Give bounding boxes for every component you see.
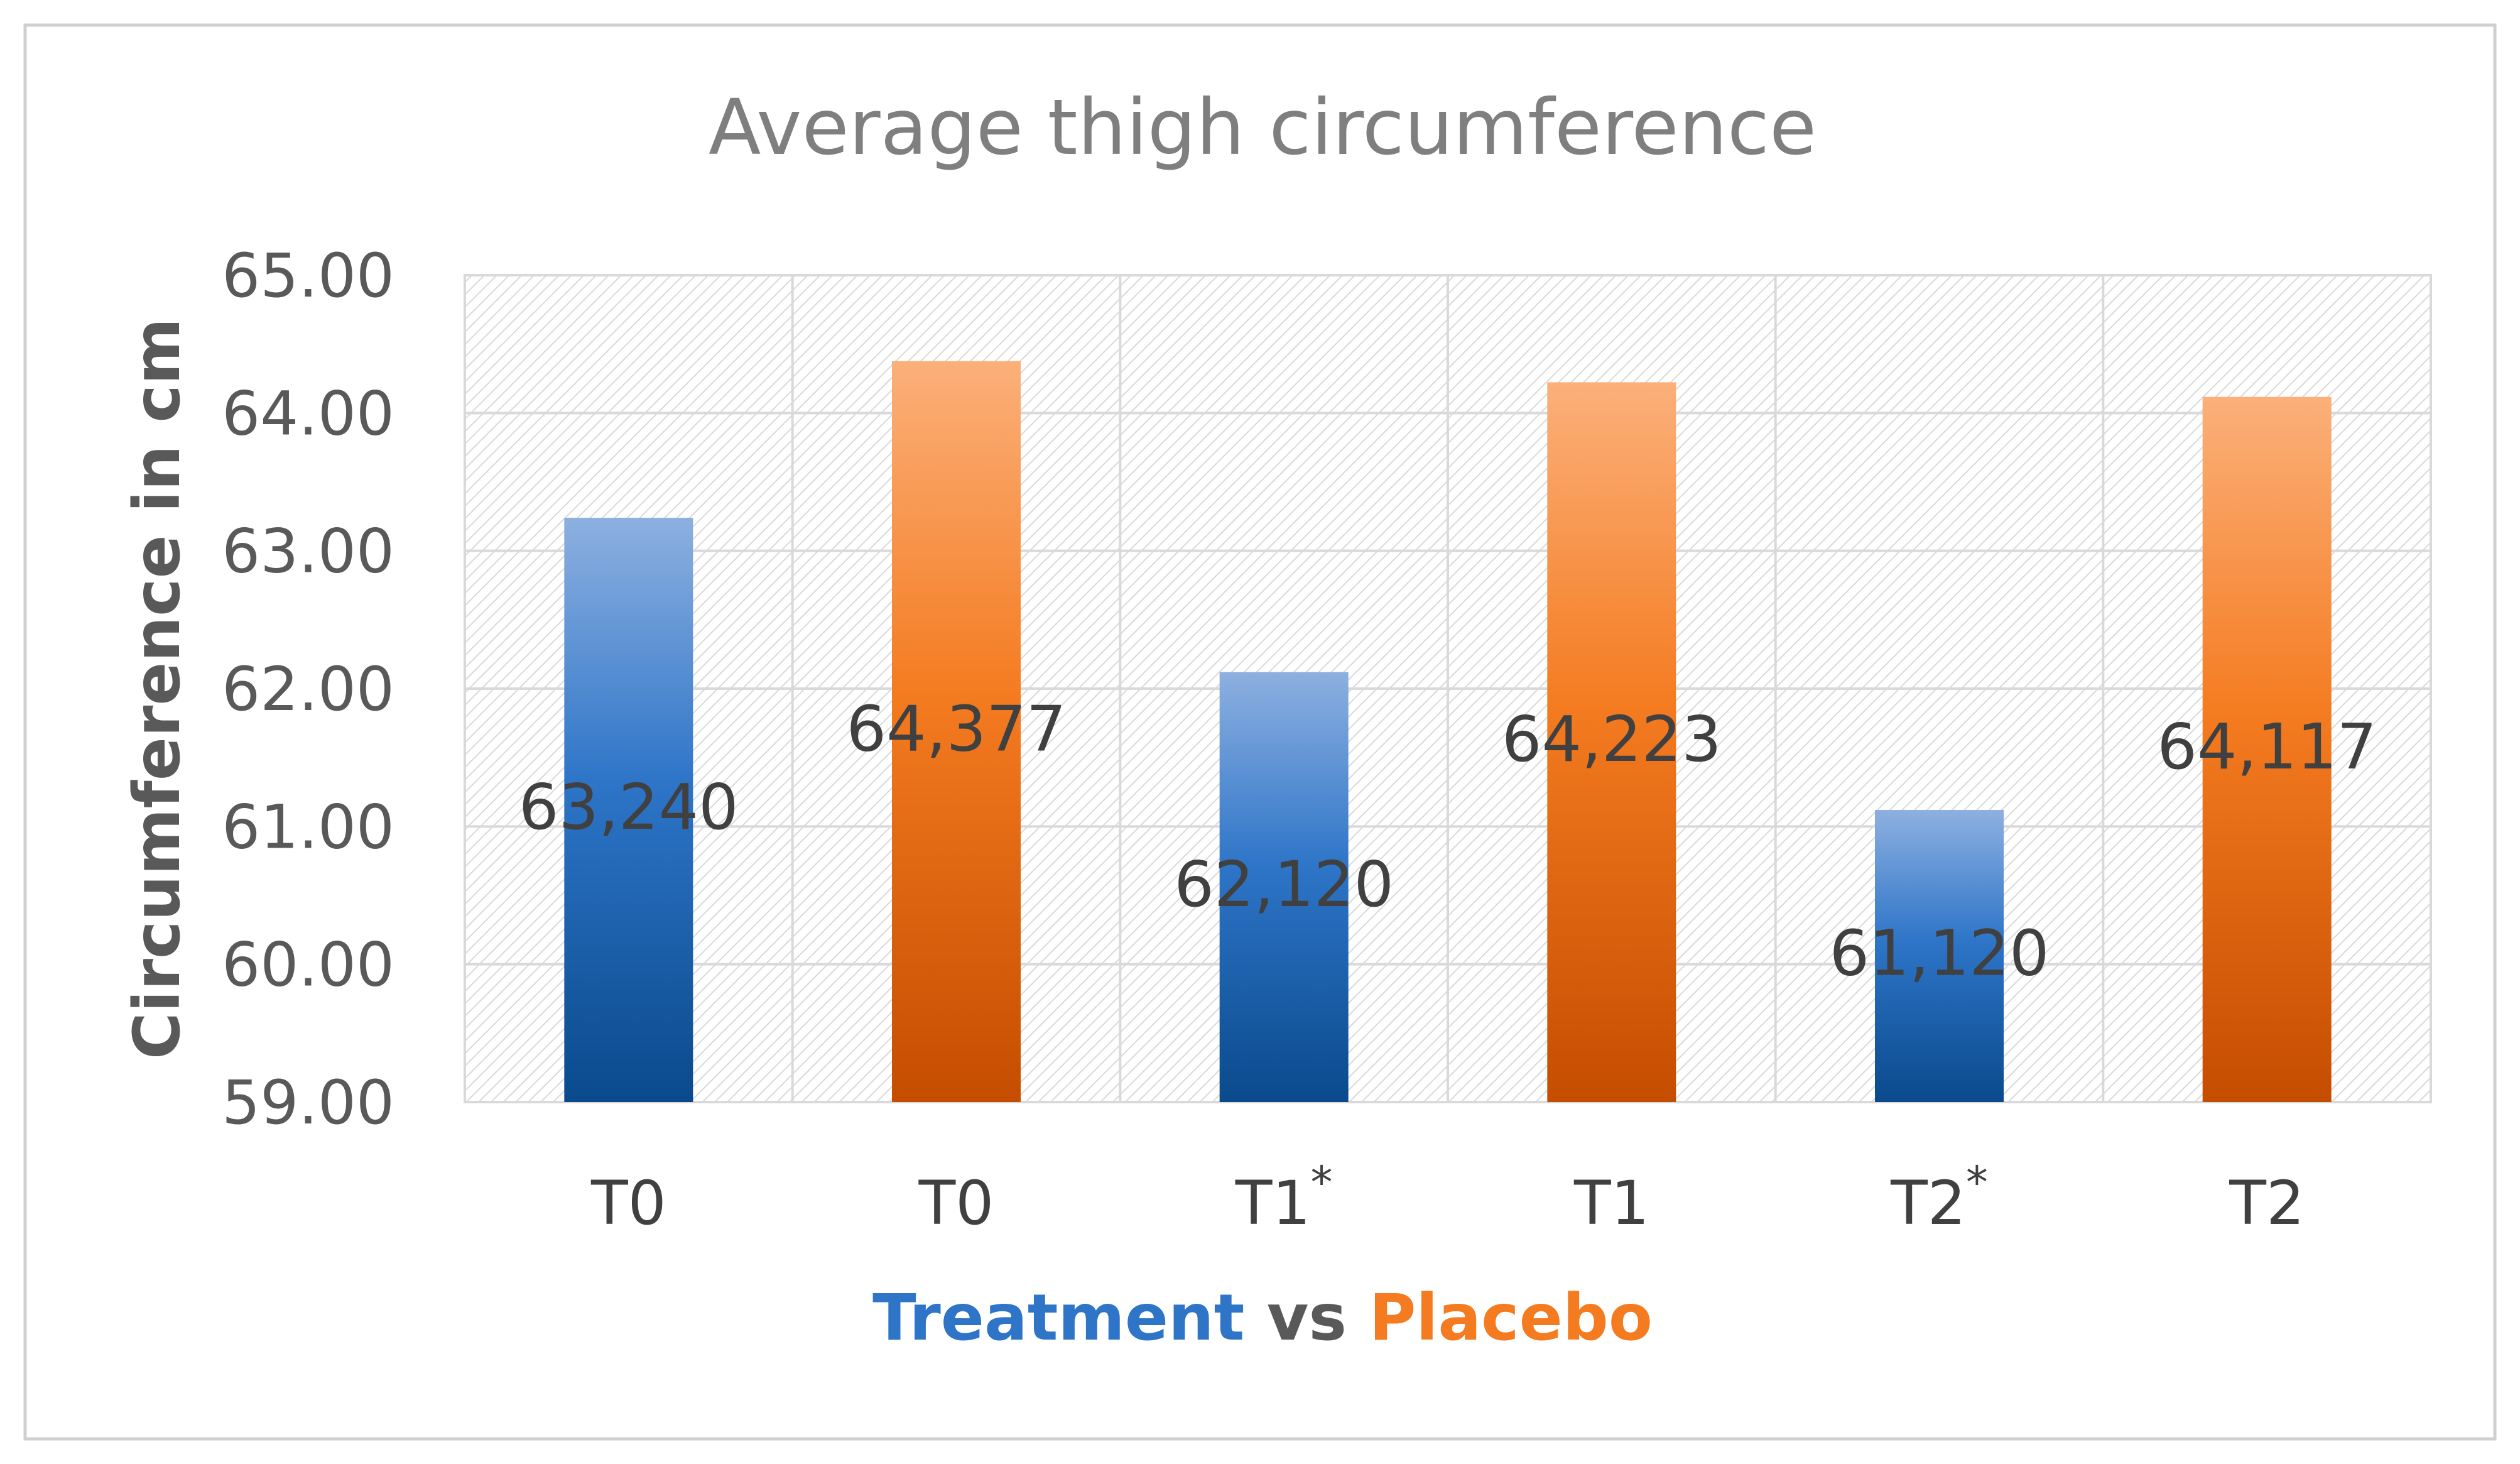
bar-treatment — [1875, 810, 2004, 1102]
bar-placebo — [2202, 396, 2332, 1102]
x-tick-label: T0 — [590, 1168, 666, 1238]
gridlines — [465, 274, 2431, 1103]
data-label: 61,120 — [1830, 917, 2050, 990]
bar-treatment — [1219, 672, 1349, 1102]
y-tick-label: 65.00 — [222, 241, 394, 311]
y-tick-label: 60.00 — [222, 930, 394, 1000]
y-tick-label: 61.00 — [222, 792, 394, 862]
x-tick-label: T2* — [1890, 1157, 1988, 1238]
data-label: 64,223 — [1502, 702, 1722, 776]
x-axis-label-treatment: Treatment — [872, 1281, 1244, 1355]
y-axis-label: Circumference in cm — [120, 318, 195, 1059]
significance-mark: * — [1311, 1157, 1333, 1208]
bar-treatment — [564, 518, 693, 1102]
data-label: 63,240 — [519, 770, 739, 844]
y-axis: 59.00 60.00 61.00 62.00 63.00 64.00 65.00 — [222, 241, 394, 1138]
x-axis-label-vs: vs — [1244, 1281, 1369, 1355]
y-tick-label: 59.00 — [222, 1068, 394, 1138]
data-label: 64,377 — [847, 692, 1067, 765]
bar-series: 63,240 64,377 62,120 64,223 61,120 64,117 — [519, 361, 2377, 1102]
data-label: 62,120 — [1174, 848, 1394, 921]
x-axis: T0 T0 T1* T1 T2* T2 — [590, 1157, 2305, 1238]
x-tick-label: T1 — [1573, 1168, 1649, 1238]
bar-placebo — [892, 361, 1021, 1102]
data-label: 64,117 — [2157, 710, 2377, 784]
y-tick-label: 64.00 — [222, 378, 394, 449]
x-axis-label-placebo: Placebo — [1369, 1281, 1653, 1355]
x-tick-label: T2 — [2229, 1168, 2305, 1238]
y-tick-label: 63.00 — [222, 516, 394, 587]
x-tick-label: T1* — [1235, 1157, 1333, 1238]
x-axis-label: Treatment vs Placebo — [872, 1281, 1653, 1355]
significance-mark: * — [1966, 1157, 1988, 1208]
x-tick-label: T0 — [918, 1168, 994, 1238]
bar-placebo — [1547, 382, 1676, 1102]
y-tick-label: 62.00 — [222, 654, 394, 724]
chart-title: Average thigh circumference — [709, 83, 1817, 172]
